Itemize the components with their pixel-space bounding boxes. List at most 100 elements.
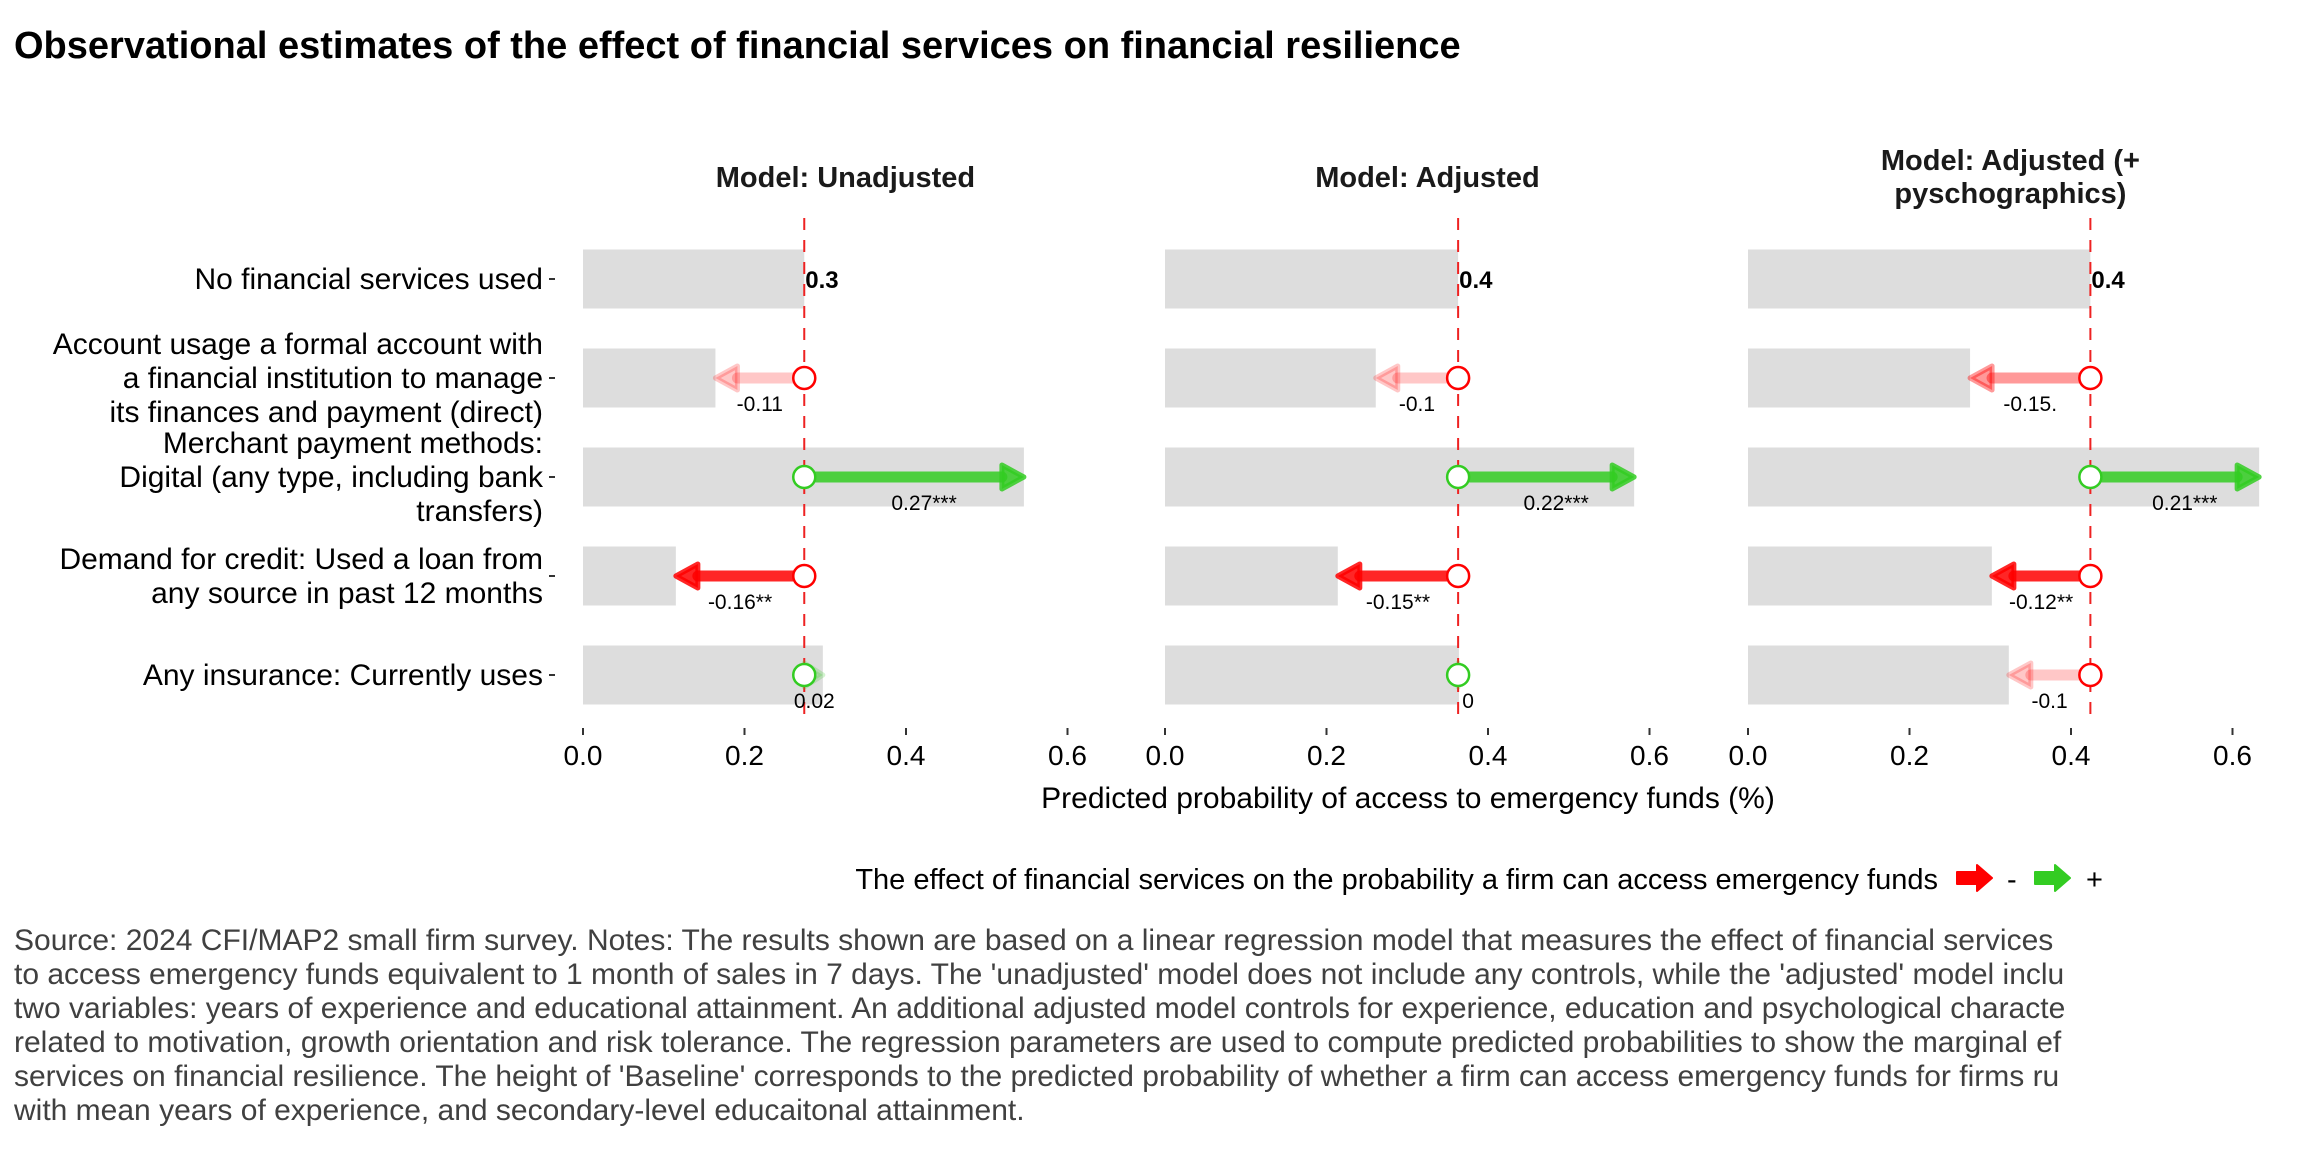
y-axis-label-line: any source in past 12 months xyxy=(151,577,543,610)
effect-label: 0.22*** xyxy=(1523,492,1588,515)
panel-title-line: pyschographics) xyxy=(1894,178,2126,210)
bar xyxy=(583,645,823,705)
y-axis-label-line: Any insurance: Currently uses xyxy=(143,659,543,692)
effect-label: -0.12** xyxy=(2009,591,2073,614)
effect-origin-point xyxy=(2078,662,2103,688)
bar xyxy=(583,546,676,606)
y-axis-label-line: Merchant payment methods: xyxy=(163,427,543,460)
effect-origin-point xyxy=(792,365,817,391)
effect-origin-point xyxy=(2078,365,2103,391)
effect-arrow-head xyxy=(1373,363,1401,393)
caption-line: services on financial resilience. The he… xyxy=(14,1060,2059,1093)
effect-origin-point xyxy=(792,662,817,688)
bar xyxy=(1748,249,2091,309)
y-axis-label-line: No financial services used xyxy=(194,263,543,296)
effect-arrow-head xyxy=(1967,363,1995,393)
effect-label: 0.02 xyxy=(794,690,835,713)
caption-line: to access emergency funds equivalent to … xyxy=(14,958,2064,991)
panel-3: Model: Adjusted (+ pyschographics) 0.4 -0.1… xyxy=(1729,145,2262,771)
bar xyxy=(1748,546,1992,606)
effect-label: 0.21*** xyxy=(2152,492,2217,515)
panel-2: Model: Adjusted 0.4 -0.1 0.22*** -0.15** 0 0.0… xyxy=(1146,162,1669,771)
legend: The effect of financial services on the … xyxy=(855,864,2103,896)
baseline-label: 0.4 xyxy=(2091,267,2125,294)
x-tick-label: 0.0 xyxy=(1729,740,1768,771)
bar xyxy=(1748,348,1971,408)
effect-origin-point xyxy=(792,464,817,490)
effect-origin-point xyxy=(2078,563,2103,589)
x-axis-title: Predicted probability of access to emerg… xyxy=(1041,782,1775,815)
caption-line: two variables: years of experience and e… xyxy=(14,992,2065,1025)
effect-arrow-head xyxy=(1335,561,1363,591)
effect-label: -0.16** xyxy=(708,591,772,614)
effect-label: -0.1 xyxy=(2032,690,2068,713)
y-axis-label-line: a financial institution to manage xyxy=(123,362,543,395)
chart-title: Observational estimates of the effect of… xyxy=(14,25,1461,67)
panel-title-line: Model: Adjusted (+ xyxy=(1881,145,2140,177)
bar xyxy=(1748,645,2009,705)
x-tick-label: 0.2 xyxy=(725,740,764,771)
effect-label: 0 xyxy=(1462,690,1474,713)
panel-title: Model: Adjusted xyxy=(1315,162,1539,194)
effect-origin-point xyxy=(1445,464,1471,490)
panels: Model: Unadjusted 0.3 -0.11 0.27*** -0.16** 0… xyxy=(564,145,2262,771)
y-axis-label-line: Account usage a formal account with xyxy=(53,328,543,361)
legend-negative-label: - xyxy=(2007,864,2017,896)
y-axis-label-line: transfers) xyxy=(416,495,543,528)
legend-title: The effect of financial services on the … xyxy=(855,864,1938,896)
legend-negative-arrow-icon xyxy=(1956,864,1993,892)
effect-origin-point xyxy=(792,563,817,589)
y-axis-label: Account usage a formal account with a fin… xyxy=(53,328,543,429)
x-tick-label: 0.2 xyxy=(1890,740,1929,771)
effect-origin-point xyxy=(1445,563,1471,589)
effect-arrow-head xyxy=(1609,462,1637,492)
effect-origin-point xyxy=(2078,464,2103,490)
effect-arrow-head xyxy=(673,561,701,591)
panel-1: Model: Unadjusted 0.3 -0.11 0.27*** -0.16** 0… xyxy=(564,162,1087,771)
panel-title-line: Model: Unadjusted xyxy=(716,162,975,194)
effect-label: -0.15. xyxy=(2003,393,2057,416)
x-tick-label: 0.6 xyxy=(1630,740,1669,771)
effect-arrow-head xyxy=(2234,462,2262,492)
caption-line: related to motivation, growth orientatio… xyxy=(14,1026,2062,1059)
effect-label: -0.11 xyxy=(737,393,783,416)
baseline-label: 0.3 xyxy=(805,267,838,294)
x-tick-label: 0.6 xyxy=(1048,740,1087,771)
effect-arrow-head xyxy=(1989,561,2017,591)
bar xyxy=(1165,348,1376,408)
bar xyxy=(1165,546,1338,606)
effect-origin-point xyxy=(1445,365,1471,391)
bar xyxy=(1165,645,1459,705)
legend-positive-arrow-icon xyxy=(2034,864,2071,892)
y-axis-labels: No financial services used Account usage … xyxy=(53,263,555,692)
effect-label: -0.1 xyxy=(1399,393,1435,416)
y-axis-label: Any insurance: Currently uses xyxy=(143,659,543,692)
effect-arrow-head xyxy=(712,363,740,393)
caption-line: Source: 2024 CFI/MAP2 small firm survey.… xyxy=(14,924,2053,957)
x-tick-label: 0.4 xyxy=(1469,740,1508,771)
caption: Source: 2024 CFI/MAP2 small firm survey.… xyxy=(13,924,2065,1127)
x-tick-label: 0.0 xyxy=(564,740,603,771)
y-axis-label: No financial services used xyxy=(194,263,543,296)
bar xyxy=(583,249,805,309)
panel-title: Model: Unadjusted xyxy=(716,162,975,194)
y-axis-label-line: Demand for credit: Used a loan from xyxy=(59,543,543,576)
panel-title-line: Model: Adjusted xyxy=(1315,162,1539,194)
bar xyxy=(583,348,716,408)
y-axis-label-line: Digital (any type, including bank xyxy=(119,461,544,494)
effect-origin-point xyxy=(1445,662,1471,688)
x-tick-label: 0.2 xyxy=(1307,740,1346,771)
y-axis-label: Merchant payment methods: Digital (any ty… xyxy=(119,427,544,528)
bar xyxy=(1165,249,1459,309)
x-tick-label: 0.6 xyxy=(2213,740,2252,771)
effect-arrow-head xyxy=(999,462,1027,492)
legend-positive-label: + xyxy=(2086,864,2103,896)
x-tick-label: 0.4 xyxy=(887,740,926,771)
x-tick-label: 0.4 xyxy=(2052,740,2091,771)
caption-line: with mean years of experience, and secon… xyxy=(13,1094,1025,1127)
panel-title: Model: Adjusted (+ pyschographics) xyxy=(1881,145,2140,210)
y-axis-label: Demand for credit: Used a loan from any s… xyxy=(59,543,543,610)
effect-label: 0.27*** xyxy=(891,492,956,515)
effect-arrow-head xyxy=(2006,660,2034,690)
